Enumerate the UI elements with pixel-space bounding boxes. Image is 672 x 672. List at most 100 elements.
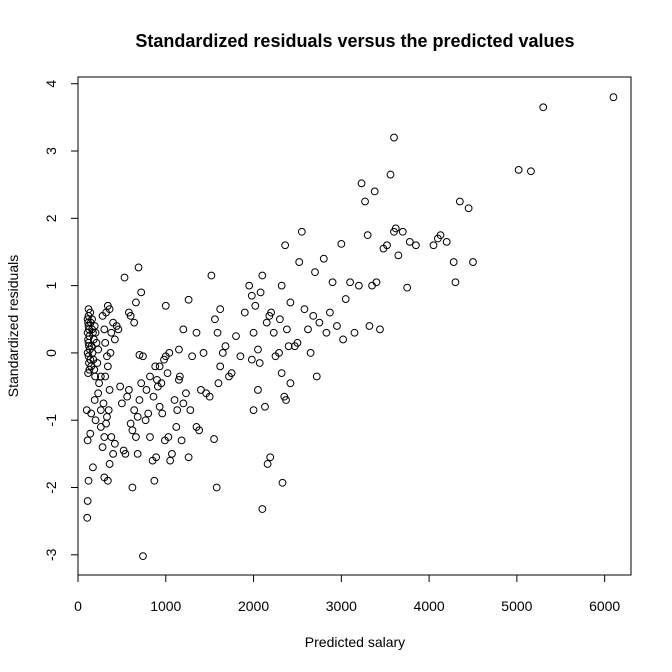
x-tick-label: 1000: [150, 598, 181, 614]
data-point: [326, 308, 334, 317]
data-point: [436, 231, 445, 240]
data-point: [277, 369, 286, 378]
data-point: [398, 227, 407, 236]
data-point: [175, 372, 184, 381]
data-point: [245, 281, 254, 290]
data-point: [133, 412, 142, 421]
data-point: [269, 328, 278, 337]
chart-title: Standardized residuals versus the predic…: [135, 31, 574, 51]
data-point: [263, 460, 272, 468]
data-point: [357, 179, 366, 188]
data-point: [282, 396, 290, 404]
data-point: [101, 338, 110, 347]
data-point: [258, 505, 267, 513]
data-point: [105, 386, 114, 394]
data-point: [254, 386, 262, 394]
data-point: [103, 362, 112, 371]
data-point: [232, 332, 240, 340]
data-point: [383, 241, 391, 250]
data-point: [158, 409, 167, 418]
data-point: [117, 399, 126, 408]
data-point: [110, 439, 119, 448]
data-point: [107, 328, 116, 337]
data-point: [255, 359, 264, 367]
data-point: [126, 419, 135, 428]
data-point: [128, 426, 137, 435]
data-points: [82, 93, 618, 561]
data-point: [469, 258, 477, 266]
plot-frame: [77, 76, 632, 576]
y-tick-label: -1: [43, 414, 59, 427]
data-point: [262, 318, 271, 327]
data-point: [295, 258, 304, 266]
data-point: [164, 433, 173, 441]
data-point: [354, 281, 363, 290]
data-point: [350, 328, 359, 337]
data-point: [123, 392, 132, 401]
data-point: [403, 283, 412, 292]
data-point: [539, 103, 548, 112]
data-point: [284, 342, 293, 351]
data-point: [155, 402, 164, 411]
data-point: [275, 349, 283, 357]
data-point: [464, 204, 473, 213]
data-point: [139, 352, 147, 361]
data-point: [153, 375, 161, 384]
data-point: [390, 133, 398, 142]
data-point: [300, 305, 309, 314]
data-point: [104, 406, 113, 415]
data-point: [106, 349, 115, 357]
data-point: [297, 227, 306, 236]
data-point: [96, 372, 105, 381]
data-point: [339, 335, 347, 344]
data-point: [84, 476, 93, 485]
data-point: [163, 369, 172, 378]
data-point: [283, 325, 291, 334]
data-point: [286, 379, 295, 388]
data-point: [213, 328, 222, 337]
data-point: [105, 305, 114, 314]
data-point: [99, 399, 108, 408]
y-tick-label: 4: [43, 80, 59, 88]
data-point: [114, 325, 123, 334]
data-point: [88, 315, 96, 324]
data-point: [386, 170, 395, 179]
data-point: [391, 224, 400, 233]
data-point: [177, 436, 186, 445]
y-tick-label: 1: [43, 282, 59, 290]
data-point: [137, 379, 146, 388]
data-point: [89, 463, 97, 472]
data-point: [146, 372, 154, 381]
data-point: [249, 406, 258, 415]
data-point: [103, 412, 111, 421]
data-point: [247, 355, 256, 364]
data-point: [128, 483, 137, 492]
data-point: [139, 552, 147, 561]
data-point: [442, 237, 451, 246]
data-point: [412, 241, 420, 250]
data-point: [173, 406, 182, 415]
data-point: [309, 312, 318, 320]
data-point: [172, 423, 181, 431]
data-point: [363, 231, 372, 240]
data-point: [205, 392, 214, 401]
data-point: [170, 396, 179, 404]
data-point: [87, 409, 96, 418]
data-point: [152, 453, 161, 462]
data-point: [126, 312, 135, 320]
data-point: [132, 298, 140, 307]
data-point: [149, 392, 158, 401]
data-point: [83, 349, 92, 357]
data-point: [207, 271, 216, 280]
data-point: [96, 406, 105, 415]
data-point: [105, 460, 114, 468]
data-point: [161, 301, 170, 310]
data-point: [109, 449, 118, 458]
data-point: [199, 349, 208, 357]
data-point: [451, 278, 460, 287]
data-point: [514, 165, 523, 174]
data-point: [455, 197, 464, 206]
x-tick-label: 2000: [238, 598, 269, 614]
data-point: [144, 409, 153, 418]
